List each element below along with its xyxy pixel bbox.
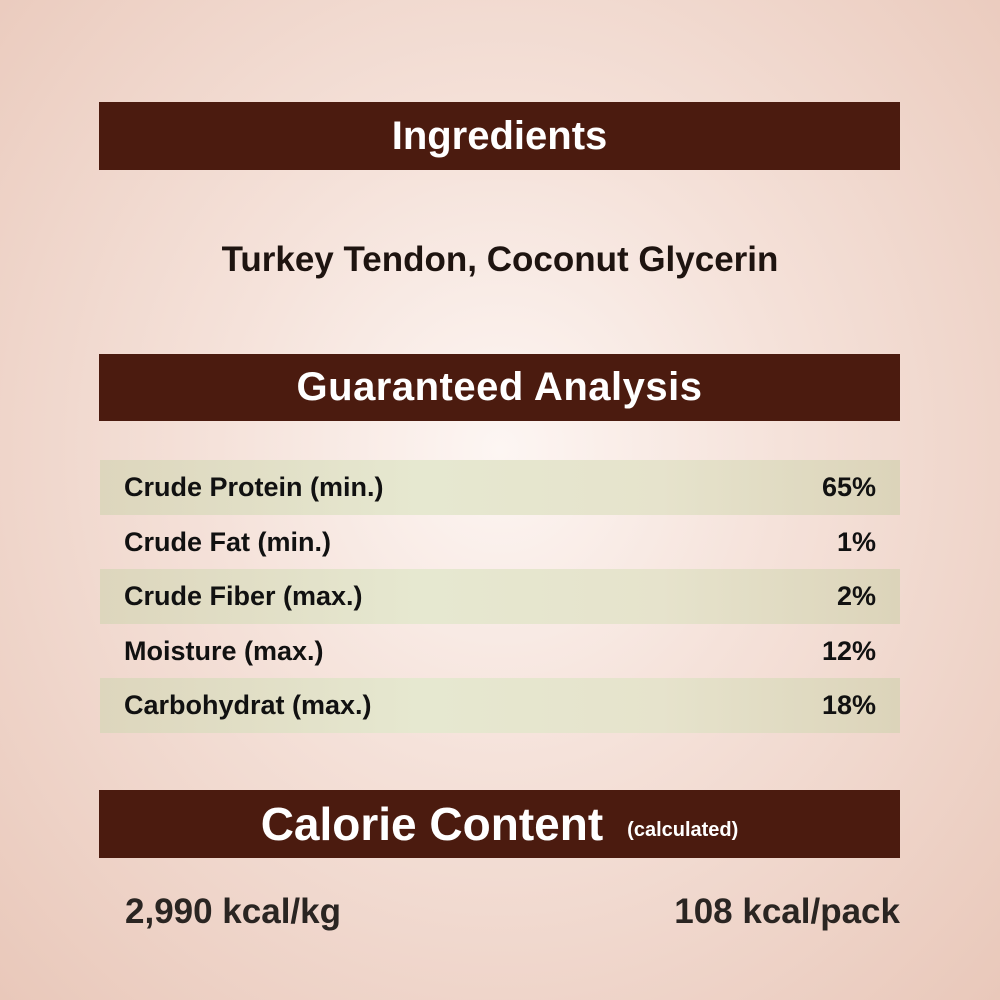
calorie-title: Calorie Content [260, 798, 604, 850]
ingredients-title: Ingredients [391, 113, 608, 158]
analysis-title: Guaranteed Analysis [296, 365, 703, 409]
row-value: 1% [836, 527, 876, 557]
analysis-row: Crude Fiber (max.) 2% [100, 569, 900, 624]
row-value: 18% [821, 690, 876, 720]
calorie-subtitle: (calculated) [627, 818, 739, 841]
analysis-header: Guaranteed Analysis [99, 354, 900, 421]
row-label: Carbohydrat (max.) [124, 690, 372, 720]
analysis-row: Crude Protein (min.) 65% [100, 460, 900, 515]
row-value: 65% [821, 472, 876, 502]
row-label: Crude Fat (min.) [124, 527, 331, 557]
analysis-row: Moisture (max.) 12% [100, 624, 900, 679]
row-label: Crude Fiber (max.) [124, 581, 363, 611]
analysis-row: Carbohydrat (max.) 18% [100, 678, 900, 733]
calories-per-pack: 108 kcal/pack [674, 892, 900, 931]
calorie-header: Calorie Content (calculated) [99, 790, 900, 858]
row-label: Moisture (max.) [124, 636, 324, 666]
analysis-row: Crude Fat (min.) 1% [100, 515, 900, 570]
row-value: 12% [821, 636, 876, 666]
calories-per-kg: 2,990 kcal/kg [125, 892, 341, 931]
row-value: 2% [836, 581, 876, 611]
row-label: Crude Protein (min.) [124, 472, 384, 502]
ingredients-header: Ingredients [99, 102, 900, 170]
ingredients-text: Turkey Tendon, Coconut Glycerin [221, 240, 779, 279]
